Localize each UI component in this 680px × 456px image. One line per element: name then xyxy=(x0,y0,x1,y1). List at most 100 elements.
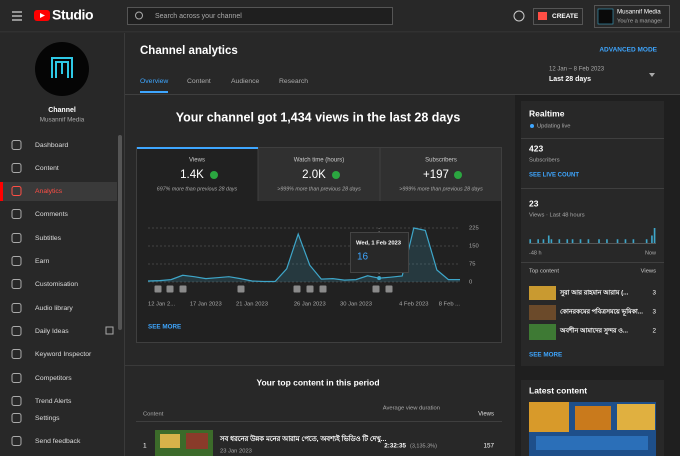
y-tick-label: 150 xyxy=(469,244,479,250)
realtime-bar xyxy=(587,239,590,243)
metric-selected-bar xyxy=(137,147,258,149)
x-tick-label: 30 Jan 2023 xyxy=(340,302,372,308)
logo-text[interactable]: Studio xyxy=(52,7,94,23)
nav-item[interactable]: Analytics xyxy=(35,188,63,195)
video-marker xyxy=(319,285,327,293)
metric-note: >999% more than previous 28 days xyxy=(277,186,361,192)
realtime-bar xyxy=(624,239,627,243)
nav-icon xyxy=(11,349,22,359)
x-tick-label: 12 Jan 2... xyxy=(148,302,175,308)
nav-item[interactable]: Earn xyxy=(35,258,50,265)
realtime-bar xyxy=(547,235,550,243)
row-views: 157 xyxy=(483,443,494,450)
realtime-bar xyxy=(529,239,532,243)
tooltip xyxy=(350,232,409,273)
see-more[interactable]: SEE MORE xyxy=(529,352,562,359)
search-placeholder: Search across your channel xyxy=(155,13,242,20)
item-title[interactable]: কোনরকমের পবিত্রসময়ে ভূমিকা... xyxy=(560,308,643,317)
item-thumbnail[interactable] xyxy=(529,286,556,300)
nav-item[interactable]: Audio library xyxy=(35,305,73,312)
realtime-bar xyxy=(651,235,653,243)
nav-icon xyxy=(11,303,22,313)
nav-icon xyxy=(11,436,22,446)
item-title[interactable]: অবশীন আমাদের সুন্দর ও... xyxy=(559,326,628,336)
thumbnail-detail xyxy=(575,406,611,430)
video-marker xyxy=(293,285,301,293)
help-icon[interactable] xyxy=(513,10,525,22)
realtime-bar xyxy=(653,228,656,243)
account-frame[interactable] xyxy=(594,5,670,28)
account-role: You're a manager xyxy=(617,19,662,25)
create-icon xyxy=(538,12,547,20)
account-name: Musannif Media xyxy=(617,9,661,16)
item-views: 3 xyxy=(652,309,656,316)
realtime-bar xyxy=(537,239,539,243)
nav-icon xyxy=(11,326,22,336)
metric-label: Subscribers xyxy=(425,158,457,164)
tab[interactable]: Overview xyxy=(140,78,168,85)
views-label: Views · Last 48 hours xyxy=(529,213,585,219)
metric-value: 2.0K xyxy=(302,169,326,181)
nav-item[interactable]: Customisation xyxy=(35,281,78,288)
nav-item[interactable]: Trend Alerts xyxy=(35,398,72,405)
views-count: 23 xyxy=(529,198,539,208)
page-title: Channel analytics xyxy=(140,45,238,57)
scrollbar xyxy=(118,135,122,330)
nav-item[interactable]: Keyword Inspector xyxy=(35,351,92,358)
video-marker xyxy=(385,285,393,293)
nav-icon xyxy=(11,233,22,243)
axis-start: -48 h xyxy=(529,250,542,256)
live-count-link[interactable]: SEE LIVE COUNT xyxy=(529,173,579,179)
item-thumbnail[interactable] xyxy=(529,305,556,320)
subscriber-label: Subscribers xyxy=(529,158,560,164)
y-tick-label: 225 xyxy=(469,226,479,232)
nav-icon xyxy=(11,279,22,289)
main-header xyxy=(125,33,680,95)
row-title[interactable]: সব ধরনের উন্নক মনের আরাম পেতে, অবশ্যই ভি… xyxy=(219,433,386,444)
tab[interactable]: Audience xyxy=(231,78,260,85)
video-marker xyxy=(237,285,245,293)
advanced-mode[interactable]: ADVANCED MODE xyxy=(599,47,657,54)
tab[interactable]: Research xyxy=(279,78,308,85)
top-content-label: Top content xyxy=(529,269,559,275)
nav-icon xyxy=(11,163,22,173)
nav-item[interactable]: Daily Ideas xyxy=(35,328,69,335)
nav-item[interactable]: Competitors xyxy=(35,375,72,382)
video-marker xyxy=(154,285,162,293)
item-thumbnail[interactable] xyxy=(529,324,556,340)
realtime-bar xyxy=(598,239,600,243)
tab[interactable]: Content xyxy=(187,78,211,85)
y-tick-label: 0 xyxy=(469,280,472,286)
create-button[interactable]: CREATE xyxy=(552,13,579,20)
nav-item[interactable]: Dashboard xyxy=(35,142,68,149)
create-frame[interactable] xyxy=(533,8,583,25)
line-area xyxy=(148,228,460,282)
thumbnail-detail xyxy=(529,402,569,432)
nav-item[interactable]: Settings xyxy=(35,415,60,422)
nav-item[interactable]: Subtitles xyxy=(35,235,62,242)
video-marker xyxy=(372,285,380,293)
channel-label: Channel xyxy=(48,107,76,114)
date-range: 12 Jan – 8 Feb 2023 xyxy=(549,67,605,73)
tab-underline xyxy=(140,91,168,93)
nav-icon xyxy=(11,140,22,150)
channel-logo xyxy=(51,57,73,78)
card-title: Latest content xyxy=(529,385,587,395)
item-title[interactable]: সুরা আর রাহমান আরাম (... xyxy=(559,290,629,298)
see-more[interactable]: SEE MORE xyxy=(148,324,181,331)
search-box[interactable] xyxy=(127,7,393,25)
row-percent: (3,135.3%) xyxy=(410,443,437,449)
nav-item[interactable]: Content xyxy=(35,165,59,172)
nav-item[interactable]: Send feedback xyxy=(35,438,81,445)
menu-icon[interactable] xyxy=(12,11,22,21)
thumbnail-detail xyxy=(617,404,655,430)
nav-icon xyxy=(11,209,22,219)
metric-label: Watch time (hours) xyxy=(294,158,344,164)
views-column: Views xyxy=(641,269,656,275)
realtime-bar xyxy=(645,239,648,243)
metric-up-icon xyxy=(210,171,218,179)
headline: Your channel got 1,434 views in the last… xyxy=(176,110,461,124)
nav-item[interactable]: Comments xyxy=(35,211,68,218)
